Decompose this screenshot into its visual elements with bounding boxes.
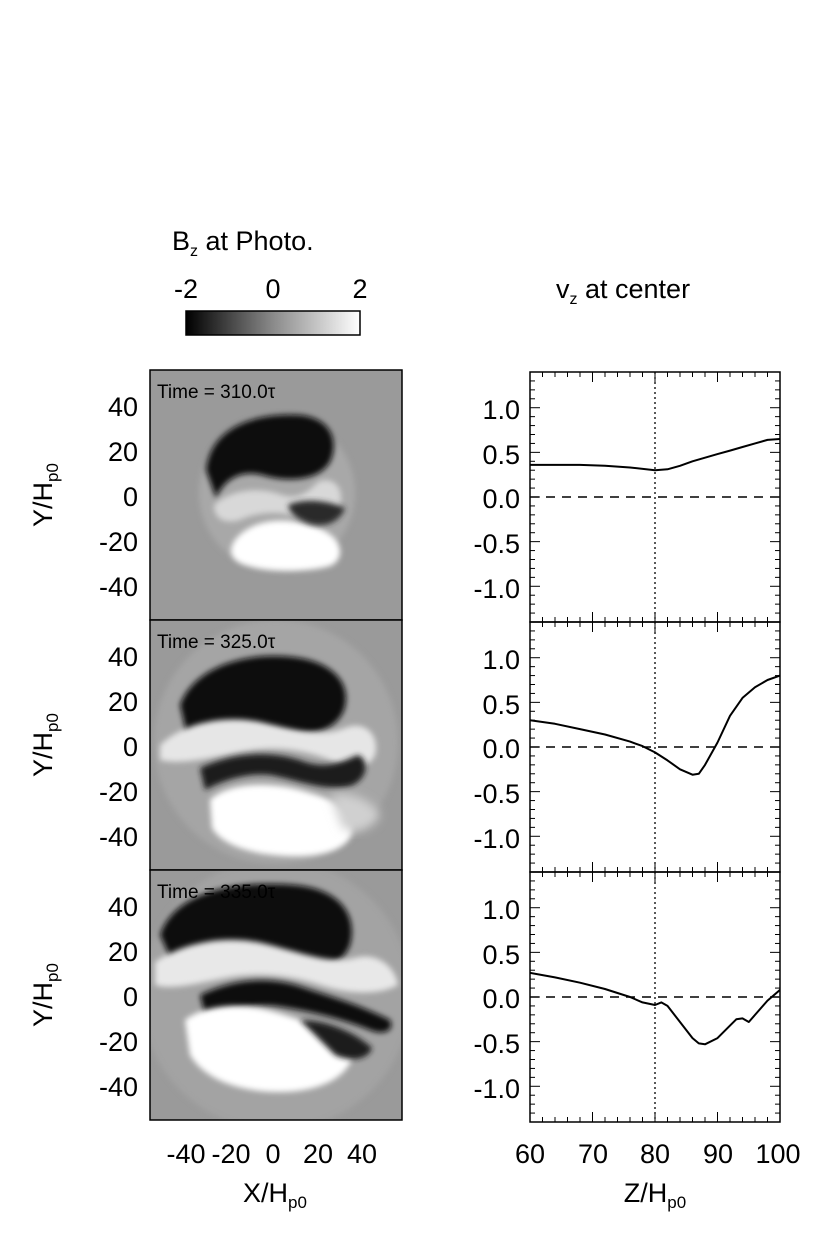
map-frame [149,869,403,1121]
y-tick-labels: 40 20 0 -20 -40 [99,642,138,852]
y-tick-label: 40 [108,392,138,422]
colorbar-gradient [185,310,361,336]
y-tick-label: -20 [99,1027,138,1057]
x-axis-label: X/Hp0 [243,1178,307,1212]
vz-line-panel-3: 1.0 0.5 0.0 -0.5 -1.0 60 70 80 90 100 Z/… [473,871,801,1212]
y-tick-label: 0.5 [482,440,520,470]
y-tick-label: 0.0 [482,734,520,764]
y-tick-labels: 40 20 0 -20 -40 [99,392,138,602]
y-tick-label: -0.5 [473,1029,520,1059]
bz-map-panel-2: Time = 325.0τ 40 20 0 -20 -40 Y/Hp0 [28,619,403,871]
x-tick-label: 80 [640,1139,670,1169]
y-tick-label: -40 [99,822,138,852]
colorbar: Bz at Photo. -2 0 2 [172,226,368,336]
y-tick-label: -1.0 [473,1074,520,1104]
x-tick-label: 100 [755,1139,800,1169]
y-tick-label: 0 [123,732,138,762]
time-annotation: Time = 335.0τ [157,882,276,903]
y-tick-label: 0 [123,982,138,1012]
y-tick-label: 1.0 [482,895,520,925]
y-tick-label: -20 [99,777,138,807]
y-tick-label: -20 [99,527,138,557]
y-tick-labels: 40 20 0 -20 -40 [99,892,138,1102]
y-tick-labels: 1.0 0.5 0.0 -0.5 -1.0 [473,895,520,1104]
x-tick-label: 20 [303,1139,333,1169]
y-tick-label: 40 [108,892,138,922]
x-tick-label: -20 [211,1139,250,1169]
bz-map-panel-1: Time = 310.0τ 40 20 0 -20 -40 Y/Hp0 [28,369,403,621]
y-tick-label: -40 [99,572,138,602]
x-tick-label: 0 [265,1139,280,1169]
bz-field-image [199,414,355,571]
y-tick-label: 20 [108,437,138,467]
y-tick-label: -1.0 [473,824,520,854]
bz-map-panel-3: Time = 335.0τ 40 20 0 -20 -40 Y/Hp0 -40 … [28,869,403,1212]
y-tick-label: -0.5 [473,779,520,809]
x-tick-label: 40 [347,1139,377,1169]
colorbar-title: Bz at Photo. [172,226,314,260]
vz-line-panel-1: 1.0 0.5 0.0 -0.5 -1.0 [473,371,781,623]
colorbar-tick-label: 0 [265,274,280,304]
y-tick-label: 1.0 [482,395,520,425]
x-tick-label: 70 [578,1139,608,1169]
y-tick-label: 0.0 [482,984,520,1014]
y-tick-label: 0.5 [482,940,520,970]
y-tick-label: 0 [123,482,138,512]
y-tick-labels: 1.0 0.5 0.0 -0.5 -1.0 [473,395,520,604]
y-tick-label: 20 [108,937,138,967]
y-tick-label: -0.5 [473,529,520,559]
vz-series-line [530,971,780,1046]
y-tick-label: 40 [108,642,138,672]
y-axis-label: Y/Hp0 [28,463,62,527]
vz-series-line [530,438,780,472]
bz-field-image [154,620,398,864]
y-tick-label: 20 [108,687,138,717]
time-annotation: Time = 310.0τ [157,382,276,403]
x-tick-label: -40 [166,1139,205,1169]
vz-series-line [530,674,780,776]
colorbar-tick-label: 2 [352,274,367,304]
colorbar-tick-label: -2 [174,274,198,304]
y-tick-label: -1.0 [473,574,520,604]
time-annotation: Time = 325.0τ [157,632,276,653]
x-tick-label: 60 [515,1139,545,1169]
y-tick-label: 0.5 [482,690,520,720]
x-tick-label: 90 [703,1139,733,1169]
x-tick-labels: -40 -20 0 20 40 [166,1139,377,1169]
y-tick-labels: 1.0 0.5 0.0 -0.5 -1.0 [473,645,520,854]
right-column-title: vz at center [556,274,690,308]
bz-field-image [150,870,402,1120]
x-tick-labels: 60 70 80 90 100 [515,1139,801,1169]
y-tick-label: 0.0 [482,484,520,514]
y-axis-label: Y/Hp0 [28,963,62,1027]
x-axis-label: Z/Hp0 [624,1178,686,1212]
y-axis-label: Y/Hp0 [28,713,62,777]
vz-line-panel-2: 1.0 0.5 0.0 -0.5 -1.0 [473,621,781,873]
y-tick-label: 1.0 [482,645,520,675]
y-tick-label: -40 [99,1072,138,1102]
